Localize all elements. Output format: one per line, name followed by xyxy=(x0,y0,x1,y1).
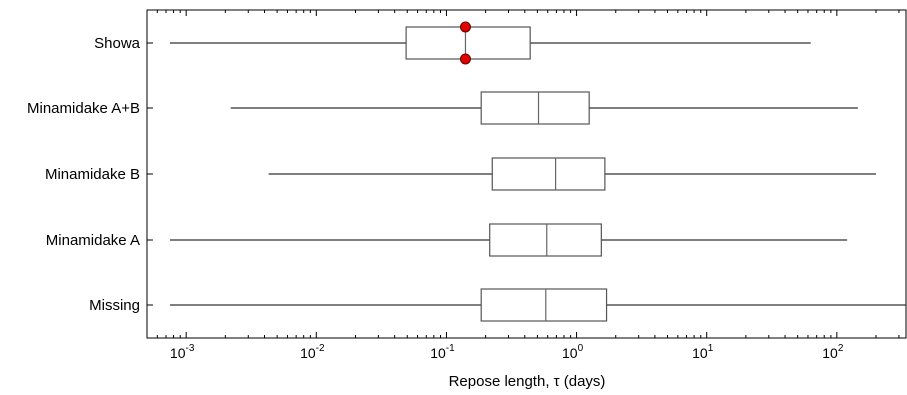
x-axis-title: Repose length, τ (days) xyxy=(449,373,606,390)
x-axis-ticks xyxy=(146,10,900,338)
x-tick-label: 100 xyxy=(562,343,584,361)
box-series xyxy=(169,21,906,322)
category-label: Minamidake B xyxy=(45,166,140,183)
x-tick-label: 10-1 xyxy=(430,343,455,361)
iqr-box xyxy=(489,223,602,257)
iqr-box xyxy=(480,288,608,322)
x-tick-label: 10-2 xyxy=(300,343,325,361)
category-labels: Showa Minamidake A+B Minamidake B Minamidak… xyxy=(27,35,153,314)
median-marker-top xyxy=(459,21,471,33)
x-tick-label: 10-3 xyxy=(170,343,195,361)
iqr-box xyxy=(405,26,531,60)
box-minamidake-b xyxy=(268,157,877,191)
box-minamidake-a-b xyxy=(230,91,858,125)
category-label: Showa xyxy=(94,35,141,52)
median-marker-bottom xyxy=(459,53,471,65)
box-missing xyxy=(169,288,906,322)
x-tick-labels: 10-3 10-2 10-1 100 101 102 xyxy=(170,343,844,361)
category-label: Minamidake A+B xyxy=(27,100,140,117)
iqr-box xyxy=(491,157,606,191)
x-tick-label: 102 xyxy=(822,343,844,361)
iqr-box xyxy=(480,91,590,125)
x-tick-label: 101 xyxy=(692,343,714,361)
category-label: Missing xyxy=(89,297,140,314)
box-minamidake-a xyxy=(169,223,848,257)
category-label: Minamidake A xyxy=(46,232,140,249)
box-showa xyxy=(169,21,811,65)
